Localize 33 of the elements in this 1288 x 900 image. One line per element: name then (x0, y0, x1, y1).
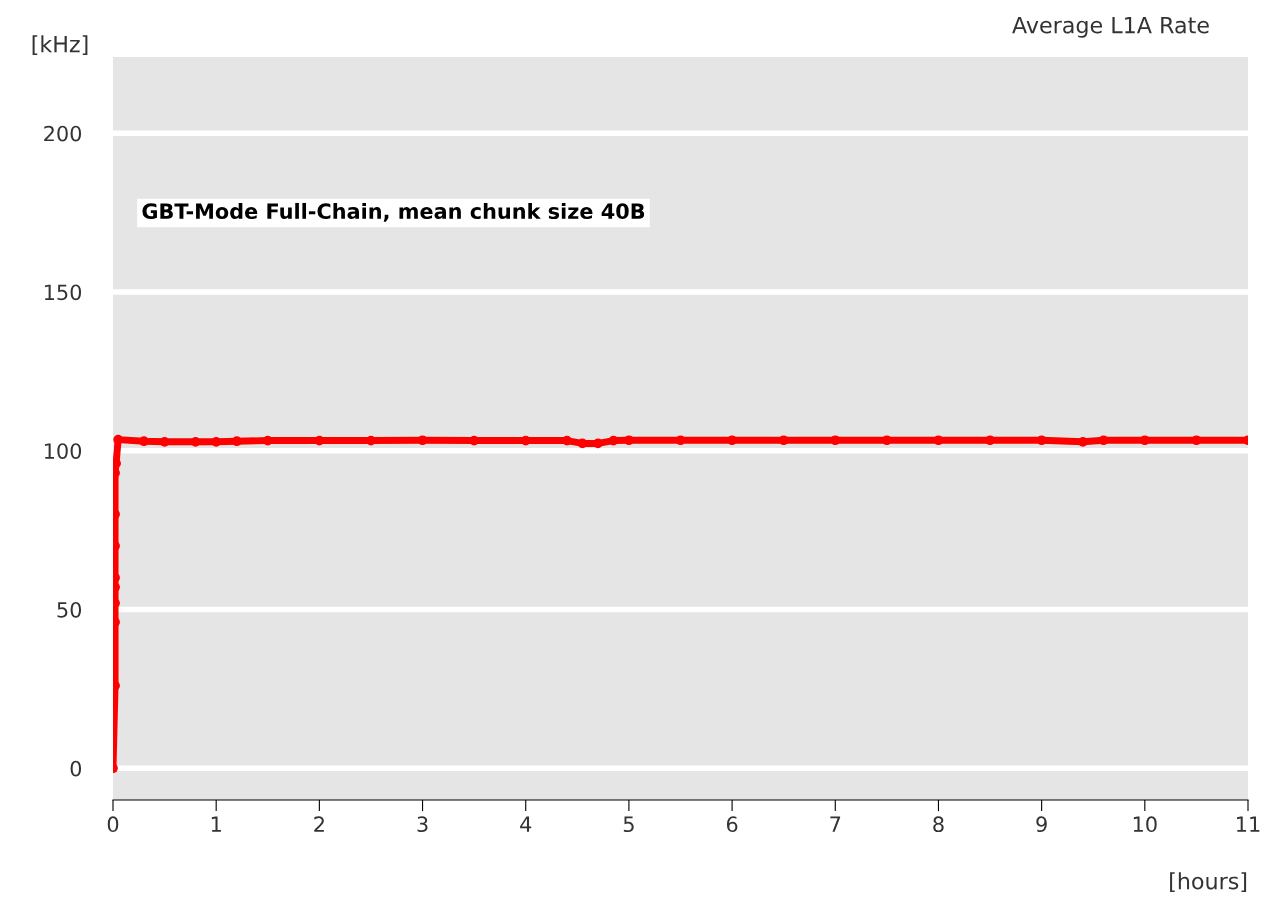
point (139, 436, 149, 447)
point (366, 435, 376, 446)
x-tick-label: 1 (211, 816, 221, 832)
chart-title: Average L1A Rate (1012, 16, 1209, 38)
y-tick-label: 0 (70, 760, 82, 777)
point (727, 435, 737, 446)
point (624, 435, 634, 446)
y-tick-label: 50 (57, 601, 82, 618)
x-tick-label: 9 (1036, 816, 1047, 833)
annotation: GBT-Mode Full-Chain, mean chunk size 40B (142, 202, 645, 222)
point (675, 435, 686, 446)
point (1078, 436, 1088, 447)
y-axis-title: [kHz] (32, 35, 88, 56)
point (882, 435, 892, 446)
x-tick-label: 0 (107, 816, 119, 833)
x-tick-label: 2 (314, 816, 324, 832)
point (562, 435, 572, 446)
y-tick-label: 200 (44, 125, 82, 142)
x-tick-label: 10 (1133, 816, 1157, 833)
x-tick-label: 11 (1237, 816, 1260, 832)
x-tick-label: 8 (933, 816, 944, 833)
y-tick-label: 150 (44, 284, 82, 301)
x-tick-label: 3 (417, 816, 428, 833)
point (593, 438, 603, 449)
x-tick-label: 4 (520, 816, 532, 832)
y-tick-label: 100 (44, 443, 82, 459)
x-tick-label: 6 (726, 816, 738, 833)
point (985, 435, 995, 446)
x-axis-title: [hours] (1170, 872, 1247, 893)
point (933, 435, 944, 446)
point (469, 435, 479, 446)
x-tick-label: 5 (623, 816, 634, 833)
x-tick-label: 7 (830, 816, 841, 832)
